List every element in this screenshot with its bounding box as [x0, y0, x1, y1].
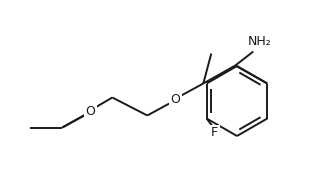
Text: O: O — [85, 105, 95, 118]
Text: NH₂: NH₂ — [247, 35, 271, 48]
Text: O: O — [170, 93, 180, 106]
Text: F: F — [211, 126, 218, 139]
